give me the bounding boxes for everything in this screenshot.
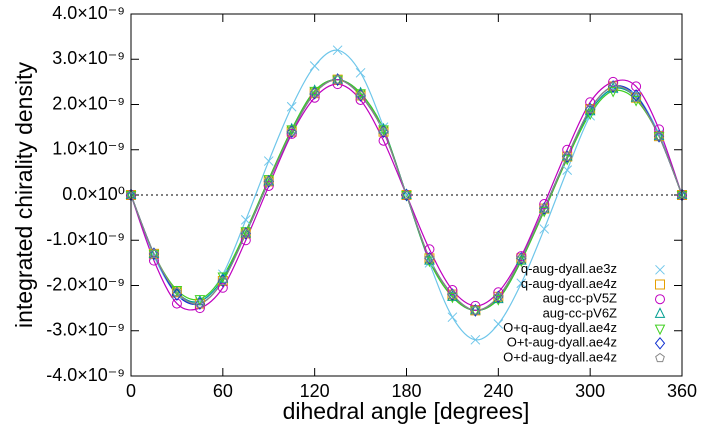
- marker: [470, 305, 481, 315]
- x-tick-label: 120: [300, 381, 330, 401]
- marker: [309, 88, 320, 98]
- marker: [470, 300, 481, 311]
- marker: [355, 94, 366, 105]
- marker: [631, 92, 641, 102]
- legend-marker: [654, 307, 666, 318]
- marker: [286, 128, 297, 139]
- marker: [171, 288, 183, 301]
- y-tick-label: 2.0×10⁻⁹: [52, 93, 125, 113]
- marker: [424, 253, 435, 263]
- x-tick-label: 60: [213, 381, 233, 401]
- marker: [493, 291, 504, 301]
- marker: [539, 203, 550, 213]
- marker: [401, 191, 412, 202]
- marker: [309, 61, 320, 71]
- marker: [607, 86, 619, 98]
- legend-label: O+t-aug-dyall.ae4z: [507, 335, 617, 350]
- x-axis-label: dihedral angle [degrees]: [283, 398, 530, 424]
- marker: [493, 319, 504, 329]
- marker: [562, 165, 573, 175]
- marker: [332, 79, 343, 90]
- marker: [608, 81, 618, 91]
- legend-label: aug-cc-pV6Z: [543, 305, 617, 320]
- marker: [562, 151, 573, 161]
- x-tick-label: 240: [483, 381, 513, 401]
- marker: [309, 92, 320, 103]
- marker: [584, 109, 596, 121]
- y-tick-label: -1.0×10⁻⁹: [46, 229, 125, 249]
- marker: [217, 282, 228, 293]
- marker: [263, 156, 274, 166]
- legend-marker: [654, 324, 666, 336]
- plot-frame: [130, 13, 683, 377]
- marker: [148, 249, 160, 261]
- legend-label: aug-cc-pV5Z: [543, 291, 617, 306]
- x-tick-label: 0: [126, 381, 136, 401]
- marker: [401, 189, 412, 200]
- marker: [470, 306, 481, 318]
- legend-label: q-aug-dyall.ae3z: [521, 261, 617, 276]
- marker: [654, 124, 665, 135]
- marker: [585, 103, 596, 114]
- marker: [286, 101, 297, 112]
- marker: [539, 224, 550, 234]
- x-tick-label: 300: [575, 381, 605, 401]
- y-axis-label: integrated chirality density: [11, 62, 37, 328]
- legend-marker: [654, 337, 666, 350]
- legend-label: O+d-aug-dyall.ae4z: [503, 349, 617, 364]
- legend-marker: [655, 264, 665, 275]
- marker: [378, 126, 389, 136]
- marker: [447, 312, 458, 323]
- marker: [562, 144, 573, 155]
- legend-label: O+q-aug-dyall.ae4z: [503, 320, 617, 335]
- marker: [172, 287, 182, 297]
- legend-marker: [655, 294, 665, 305]
- marker: [539, 199, 550, 210]
- marker: [195, 298, 205, 308]
- marker: [240, 228, 251, 238]
- y-tick-label: 3.0×10⁻⁹: [52, 48, 125, 68]
- marker: [355, 67, 366, 78]
- marker: [470, 334, 481, 345]
- y-tick-label: -3.0×10⁻⁹: [46, 320, 125, 340]
- marker: [332, 75, 343, 87]
- marker: [149, 248, 159, 258]
- marker: [516, 253, 527, 263]
- marker: [447, 285, 458, 296]
- marker: [263, 180, 274, 191]
- x-tick-label: 180: [391, 381, 421, 401]
- marker: [493, 287, 504, 298]
- marker: [332, 45, 343, 56]
- y-tick-label: 1.0×10⁻⁹: [52, 139, 125, 159]
- y-tick-label: 4.0×10⁻⁹: [52, 3, 125, 23]
- marker: [516, 251, 527, 262]
- marker: [653, 132, 665, 143]
- marker: [332, 74, 343, 84]
- y-tick-label: 0.0×10⁰: [62, 184, 125, 204]
- marker: [516, 278, 527, 289]
- y-tick-label: -4.0×10⁻⁹: [46, 365, 125, 385]
- y-tick-label: -2.0×10⁻⁹: [46, 274, 125, 294]
- marker: [631, 81, 642, 92]
- marker: [355, 90, 366, 100]
- legend-label: q-aug-dyall.ae4z: [521, 276, 617, 291]
- marker: [217, 275, 228, 286]
- marker: [240, 215, 251, 225]
- marker: [148, 255, 159, 266]
- marker: [171, 298, 182, 309]
- marker: [447, 289, 458, 299]
- legend-marker: [655, 352, 665, 363]
- marker: [378, 135, 389, 146]
- marker: [263, 176, 274, 186]
- legend-marker: [655, 279, 665, 290]
- marker: [654, 131, 664, 141]
- marker: [286, 126, 297, 136]
- x-tick-label: 360: [667, 381, 697, 401]
- marker: [608, 76, 619, 87]
